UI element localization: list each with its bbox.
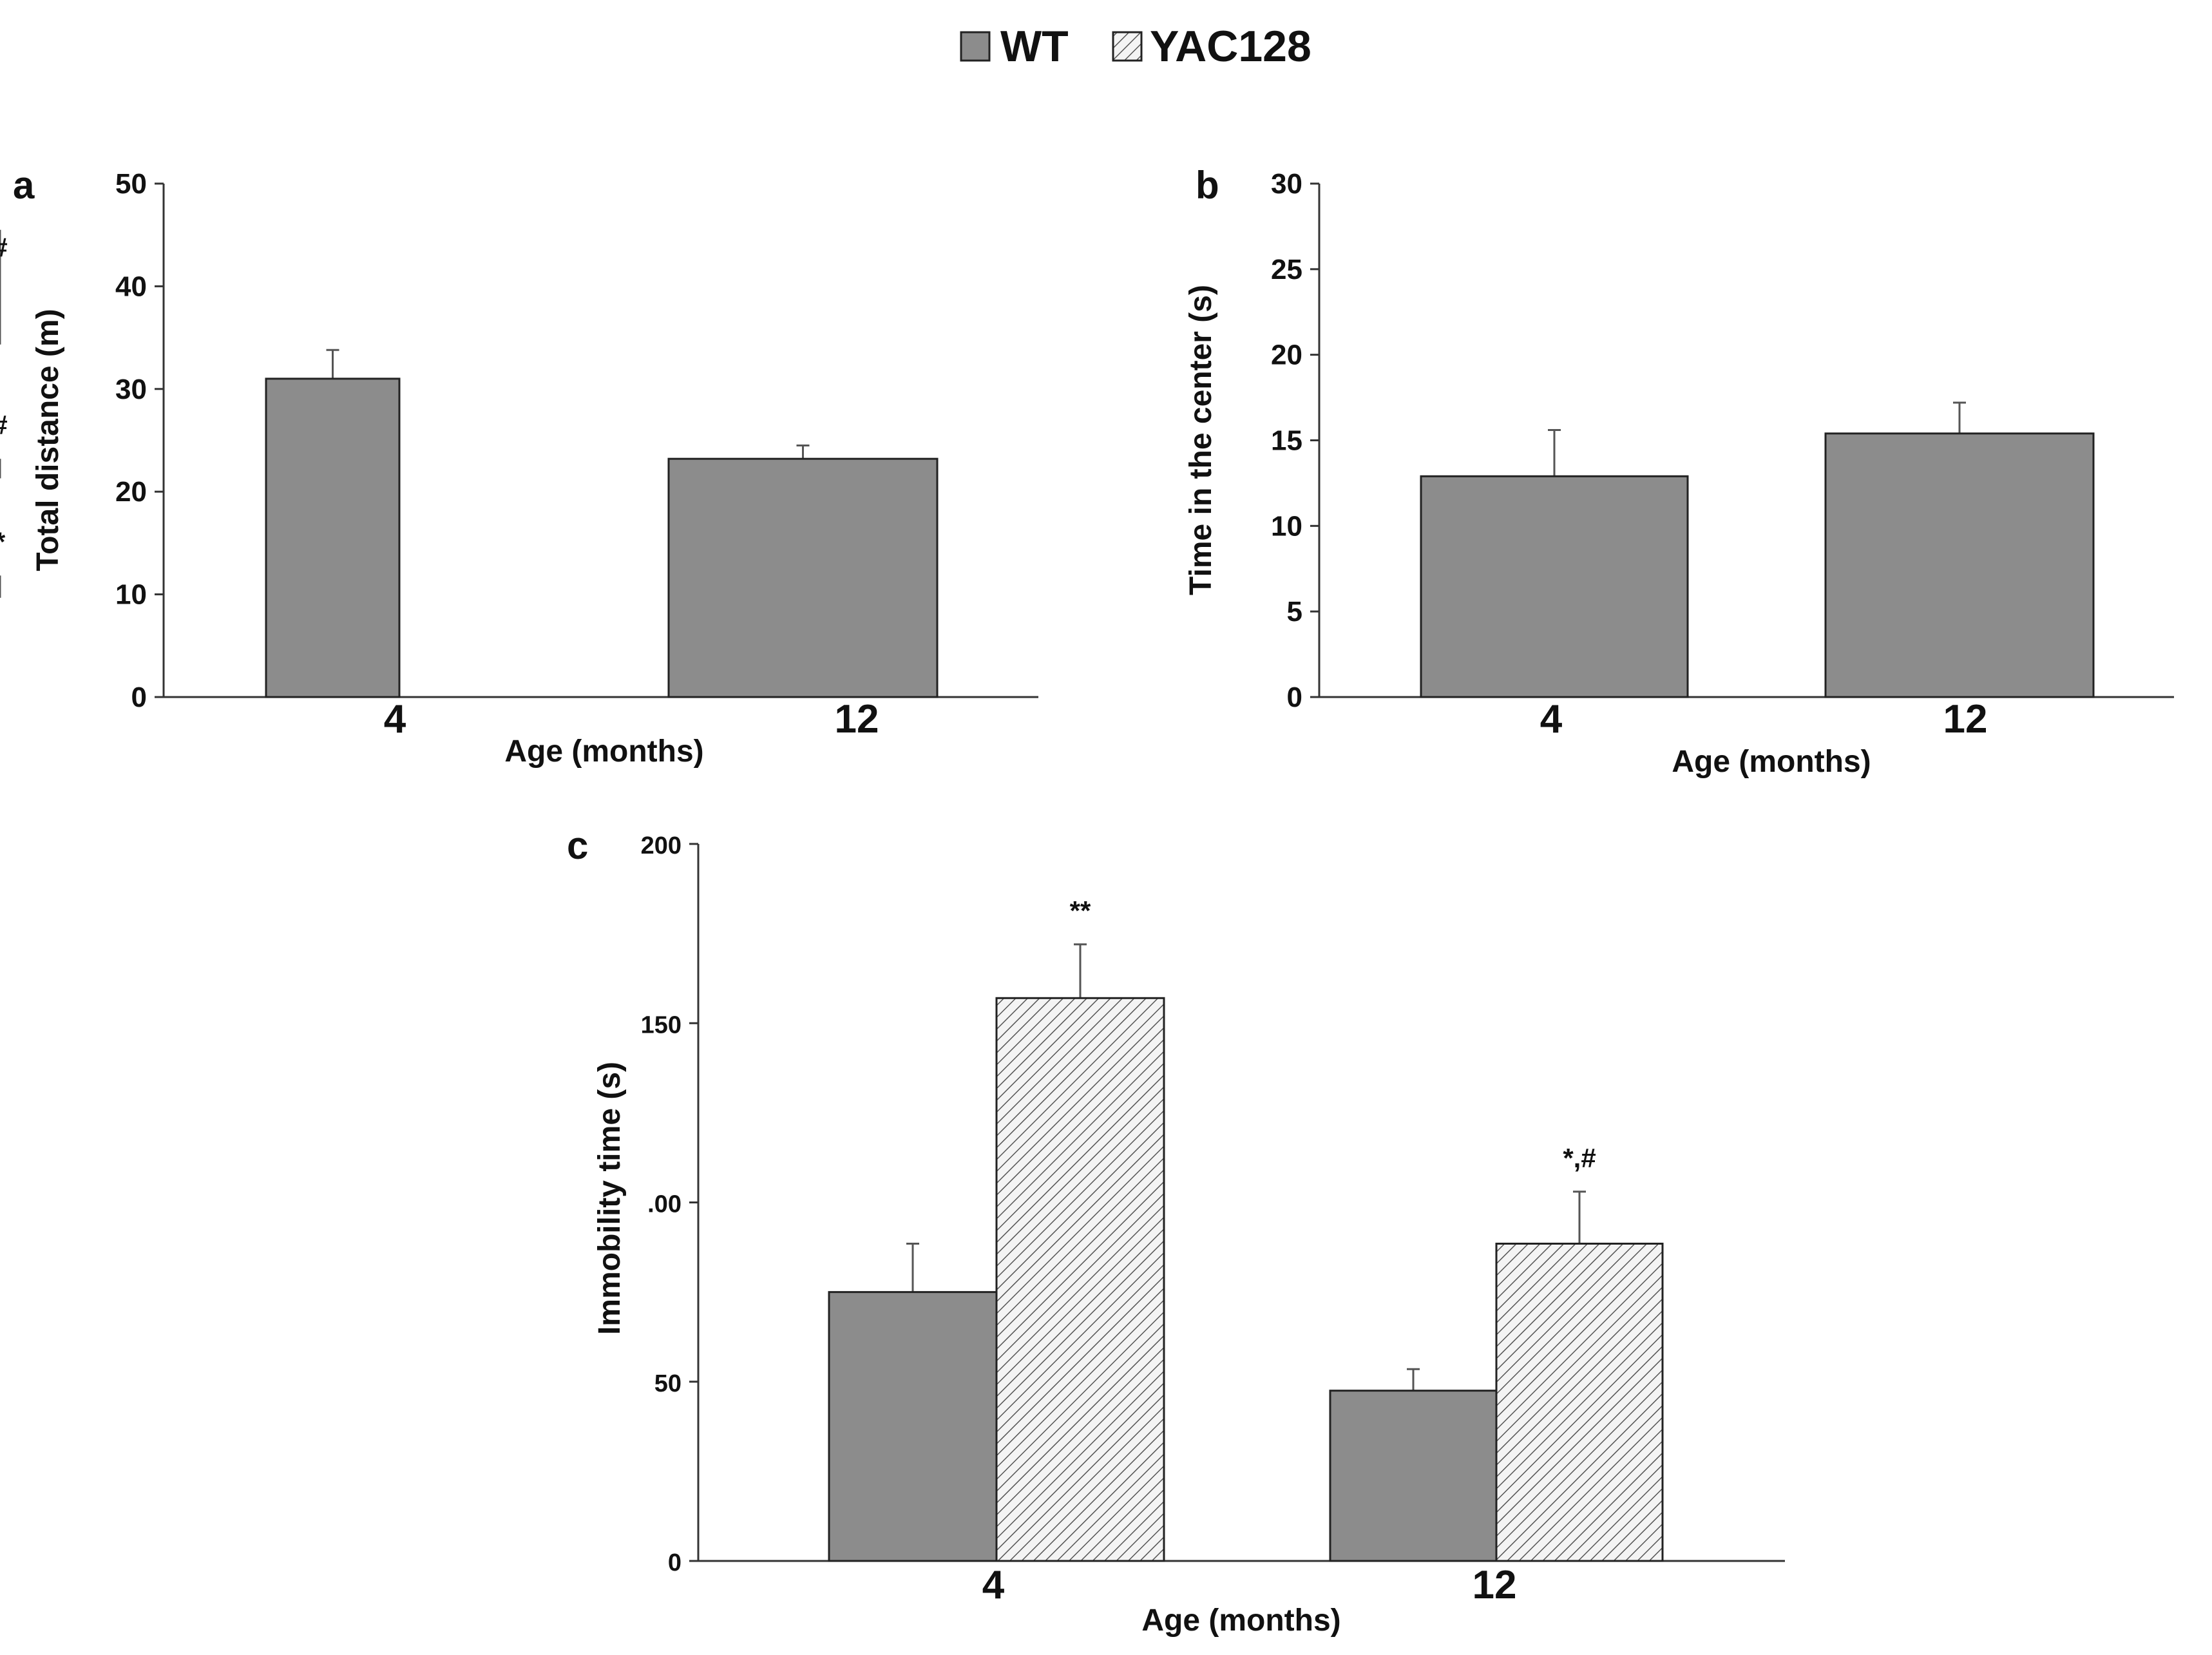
panel-c-yac128-12-bar bbox=[1495, 1242, 1664, 1562]
panel-b-yac128-4-significance-label: * bbox=[0, 526, 6, 557]
panel-a-letter: a bbox=[13, 164, 35, 207]
legend-label-yac128: YAC128 bbox=[1150, 22, 1311, 71]
panel-b-chart: b 0 5 10 15 20 25 30 * # 4 12 Age (months) Time… bbox=[0, 164, 2174, 779]
panel-c-yac128-12-significance-label: *,# bbox=[1563, 1143, 1596, 1173]
panel-a-x-axis-title: Age (months) bbox=[504, 734, 703, 769]
panel-a-y-tick-label: 40 bbox=[115, 271, 147, 302]
panel-c-yac128-4-bar bbox=[995, 997, 1165, 1562]
panel-a-y-axis-title: Total distance (m) bbox=[31, 309, 65, 571]
panel-b-letter: b bbox=[1196, 164, 1219, 207]
panel-c-x-axis-title: Age (months) bbox=[1141, 1603, 1340, 1638]
panel-b-category-label-12: 12 bbox=[1943, 697, 1988, 741]
panel-b-yac128-12-significance-label: # bbox=[0, 232, 8, 262]
panel-c-y-tick-label: 200 bbox=[641, 832, 682, 859]
panel-c-letter: c bbox=[567, 824, 588, 867]
panel-c-chart: c 0 50 .00 150 200 ** *,# 4 12 Age (months) I… bbox=[567, 824, 1785, 1638]
panel-c-wt-12-bar bbox=[1329, 1390, 1498, 1562]
panel-b-y-tick-label: 0 bbox=[1287, 682, 1302, 713]
panel-a-yac128-12-significance-label: # bbox=[0, 410, 8, 440]
legend: WT YAC128 bbox=[960, 22, 1311, 71]
panel-b-x-axis-title: Age (months) bbox=[1672, 745, 1871, 779]
panel-c-y-tick-label: 50 bbox=[654, 1370, 682, 1397]
panel-a-chart: a 0 10 20 30 40 50 # 4 12 Age (months) Total … bbox=[0, 164, 1038, 769]
panel-b-y-tick-label: 30 bbox=[1271, 168, 1302, 200]
legend-label-wt: WT bbox=[1000, 22, 1069, 71]
panel-b-y-tick-label: 15 bbox=[1271, 425, 1302, 457]
panel-b-y-tick-label: 10 bbox=[1271, 510, 1302, 542]
panel-a-category-label-4: 4 bbox=[384, 697, 406, 741]
panel-b-y-tick-label: 25 bbox=[1271, 254, 1302, 285]
panel-c-y-tick-label: .00 bbox=[647, 1191, 682, 1218]
panel-c-category-label-12: 12 bbox=[1473, 1563, 1517, 1607]
panel-a-category-label-12: 12 bbox=[835, 697, 879, 741]
panel-c-y-tick-label: 150 bbox=[641, 1011, 682, 1038]
panel-a-y-tick-label: 0 bbox=[131, 682, 147, 713]
panel-a-y-tick-label: 10 bbox=[115, 579, 147, 611]
panel-c-wt-4-bar bbox=[828, 1291, 998, 1562]
legend-swatch-yac128 bbox=[1112, 31, 1143, 62]
panel-a-wt-12-bar bbox=[667, 457, 939, 698]
panel-a-wt-4-bar bbox=[265, 378, 401, 698]
panel-b-wt-12-bar bbox=[1824, 432, 2095, 698]
panel-b-y-axis-title: Time in the center (s) bbox=[1184, 285, 1218, 595]
panel-b-y-tick-label: 20 bbox=[1271, 340, 1302, 371]
panel-b-wt-4-bar bbox=[1420, 475, 1689, 698]
panel-c-y-axis-title: Immobility time (s) bbox=[593, 1062, 627, 1335]
panel-c-y-tick-label: 0 bbox=[668, 1549, 682, 1576]
panel-b-y-tick-label: 5 bbox=[1287, 596, 1302, 627]
panel-c-yac128-4-significance-label: ** bbox=[1070, 895, 1091, 926]
legend-swatch-wt bbox=[960, 31, 991, 62]
panel-a-y-tick-label: 20 bbox=[115, 476, 147, 508]
panel-a-y-tick-label: 50 bbox=[115, 168, 147, 200]
panel-c-category-label-4: 4 bbox=[982, 1563, 1005, 1607]
panel-b-category-label-4: 4 bbox=[1540, 697, 1563, 741]
panel-a-y-tick-label: 30 bbox=[115, 374, 147, 405]
